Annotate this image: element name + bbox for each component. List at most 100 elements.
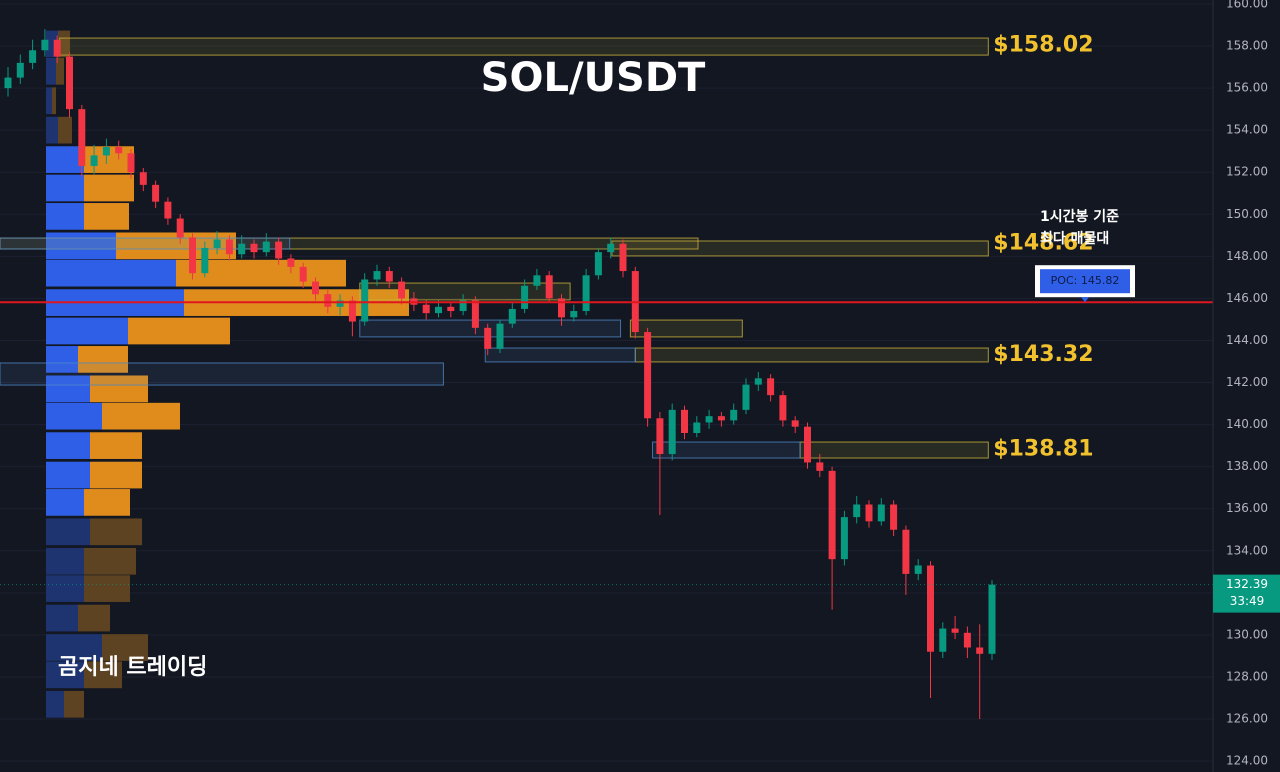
candle-body bbox=[361, 279, 369, 322]
profile-sell bbox=[64, 690, 84, 718]
candle-body bbox=[422, 304, 430, 314]
candle-body bbox=[348, 300, 356, 322]
profile-buy bbox=[46, 57, 56, 85]
zone bbox=[634, 347, 989, 363]
candle-body bbox=[927, 565, 934, 652]
profile-sell bbox=[84, 547, 136, 575]
y-tick-label: 156.00 bbox=[1226, 81, 1268, 95]
y-tick-label: 134.00 bbox=[1226, 543, 1268, 557]
candle-body bbox=[644, 332, 652, 419]
y-tick-label: 144.00 bbox=[1226, 333, 1268, 347]
candle-body bbox=[594, 252, 602, 276]
y-tick-label: 154.00 bbox=[1226, 123, 1268, 137]
y-tick-label: 136.00 bbox=[1226, 501, 1268, 515]
candle-body bbox=[963, 632, 971, 648]
candle-body bbox=[988, 584, 996, 654]
candle-body bbox=[164, 201, 172, 219]
profile-buy bbox=[46, 317, 128, 345]
candle-body bbox=[730, 409, 738, 421]
profile-sell bbox=[56, 57, 64, 85]
candle-body bbox=[435, 306, 442, 314]
candle-body bbox=[90, 155, 98, 166]
y-tick-label: 152.00 bbox=[1226, 165, 1268, 179]
y-tick-label: 128.00 bbox=[1226, 669, 1268, 683]
zones bbox=[0, 37, 989, 459]
y-tick-label: 124.00 bbox=[1226, 754, 1268, 768]
profile-buy bbox=[46, 174, 84, 202]
zone-price-label: $138.81 bbox=[993, 437, 1093, 462]
candle-body bbox=[668, 409, 676, 455]
profile-sell bbox=[84, 174, 134, 202]
watermark: 곰지네 트레이딩 bbox=[58, 655, 207, 680]
profile-buy bbox=[46, 87, 52, 115]
zone bbox=[0, 362, 444, 386]
profile-buy bbox=[46, 547, 84, 575]
candle-body bbox=[582, 275, 590, 312]
zone bbox=[59, 37, 989, 56]
candle-body bbox=[508, 308, 516, 324]
candle-body bbox=[717, 416, 725, 421]
profile-sell bbox=[84, 575, 130, 602]
profile-buy bbox=[46, 375, 90, 403]
y-tick-label: 146.00 bbox=[1226, 291, 1268, 305]
profile-buy bbox=[46, 116, 58, 144]
candle-body bbox=[570, 311, 578, 318]
candle-body bbox=[533, 275, 541, 286]
profile-sell bbox=[90, 518, 142, 546]
profile-buy bbox=[46, 402, 102, 430]
candle-body bbox=[705, 416, 713, 423]
y-tick-label: 130.00 bbox=[1226, 627, 1268, 641]
candle-body bbox=[189, 237, 196, 274]
candle-body bbox=[127, 153, 135, 173]
candle-body bbox=[828, 470, 836, 560]
candle-body bbox=[459, 300, 467, 312]
profile-sell bbox=[78, 346, 128, 373]
candle-body bbox=[53, 39, 61, 57]
zone bbox=[799, 441, 989, 459]
profile-buy bbox=[46, 661, 84, 689]
candle-body bbox=[754, 378, 762, 385]
candle-body bbox=[779, 395, 787, 421]
profile-sell bbox=[84, 203, 129, 230]
y-tick-label: 158.00 bbox=[1226, 39, 1268, 53]
profile-sell bbox=[102, 634, 148, 661]
candle-body bbox=[336, 300, 344, 307]
poc-note: 1시간봉 기준 bbox=[1040, 208, 1119, 225]
profile-sell bbox=[58, 30, 70, 58]
profile-buy bbox=[46, 232, 116, 260]
zone bbox=[629, 319, 743, 338]
zone bbox=[0, 237, 291, 250]
candle-body bbox=[324, 294, 332, 307]
candle-body bbox=[939, 628, 947, 652]
candle-body bbox=[176, 218, 184, 238]
candle-body bbox=[767, 378, 775, 396]
candle-body bbox=[681, 409, 688, 434]
profile-sell bbox=[52, 87, 56, 115]
candle-body bbox=[238, 243, 246, 255]
candle-body bbox=[791, 420, 799, 427]
profile-buy bbox=[46, 146, 84, 173]
candle-body bbox=[201, 247, 209, 274]
candle-body bbox=[619, 243, 627, 272]
countdown: 33:49 bbox=[1230, 594, 1265, 608]
candle-body bbox=[914, 565, 922, 574]
candle-body bbox=[373, 271, 381, 280]
candle-body bbox=[225, 239, 233, 255]
profile-buy bbox=[46, 634, 102, 661]
candle-body bbox=[152, 184, 160, 202]
candle-body bbox=[66, 56, 73, 110]
y-tick-label: 138.00 bbox=[1226, 459, 1268, 473]
candle-body bbox=[865, 504, 873, 522]
y-tick-label: 140.00 bbox=[1226, 417, 1268, 431]
y-tick-label: 148.00 bbox=[1226, 249, 1268, 263]
current-price-label: 132.39 bbox=[1226, 577, 1268, 591]
zone bbox=[359, 282, 571, 301]
candle-body bbox=[693, 422, 701, 434]
zone bbox=[652, 441, 801, 459]
poc-pointer bbox=[1081, 297, 1089, 303]
profile-buy bbox=[46, 461, 90, 489]
candle-body bbox=[398, 281, 406, 299]
profile-buy bbox=[46, 604, 78, 632]
profile-buy bbox=[46, 432, 90, 459]
profile-sell bbox=[128, 317, 230, 345]
